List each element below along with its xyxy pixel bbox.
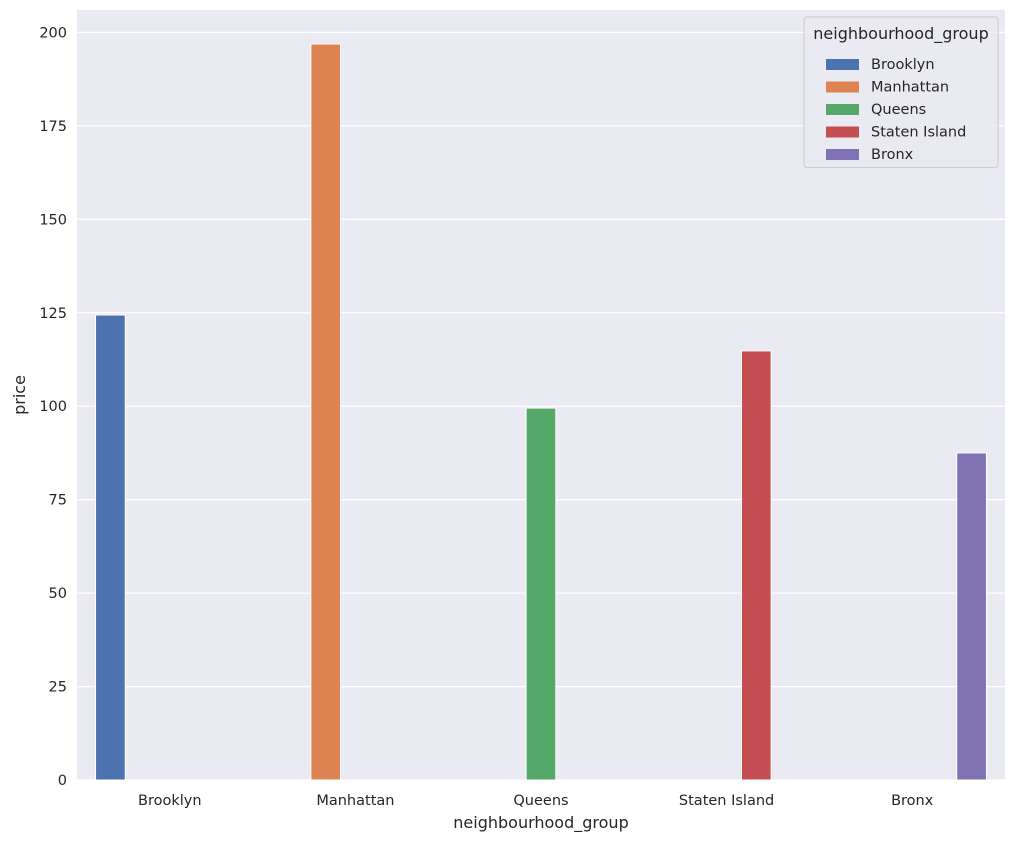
legend-label: Manhattan [871,80,949,96]
legend-label: Brooklyn [871,57,935,73]
x-tick-label: Brooklyn [138,793,202,809]
x-tick-label: Staten Island [679,793,774,809]
legend-swatch [826,104,859,115]
y-axis-label: price [10,375,29,415]
y-tick-label: 200 [39,25,67,41]
x-tick-label: Bronx [891,793,934,809]
legend-label: Queens [871,102,926,118]
legend-swatch [826,149,859,160]
y-tick-label: 25 [49,680,67,696]
x-axis-label: neighbourhood_group [453,813,628,833]
y-tick-labels: 0 25 50 75 100 125 150 175 200 [39,25,67,789]
x-tick-label: Manhattan [316,793,394,809]
x-tick-labels: Brooklyn Manhattan Queens Staten Island Bron… [138,793,934,809]
legend-swatch [826,126,859,138]
bar [956,452,987,781]
x-tick-label: Queens [513,793,568,809]
y-tick-label: 50 [49,586,67,602]
legend-swatch [826,59,859,70]
y-tick-label: 100 [39,399,67,415]
bar [740,350,772,781]
legend-label: Staten Island [871,125,966,141]
legend-label: Bronx [871,147,914,163]
bar [525,407,557,781]
y-tick-label: 125 [39,306,67,322]
bars [95,43,987,781]
bar [310,43,342,781]
y-tick-label: 175 [39,119,67,135]
legend-items: Brooklyn Manhattan Queens Staten Island Bron… [826,57,966,163]
y-tick-label: 75 [49,493,67,509]
legend-title: neighbourhood_group [813,24,988,44]
legend: neighbourhood_group Brooklyn Manhattan Que… [803,16,999,168]
y-tick-label: 150 [39,212,67,228]
y-tick-label: 0 [58,773,67,789]
bar [95,314,126,781]
legend-swatch [826,81,859,93]
